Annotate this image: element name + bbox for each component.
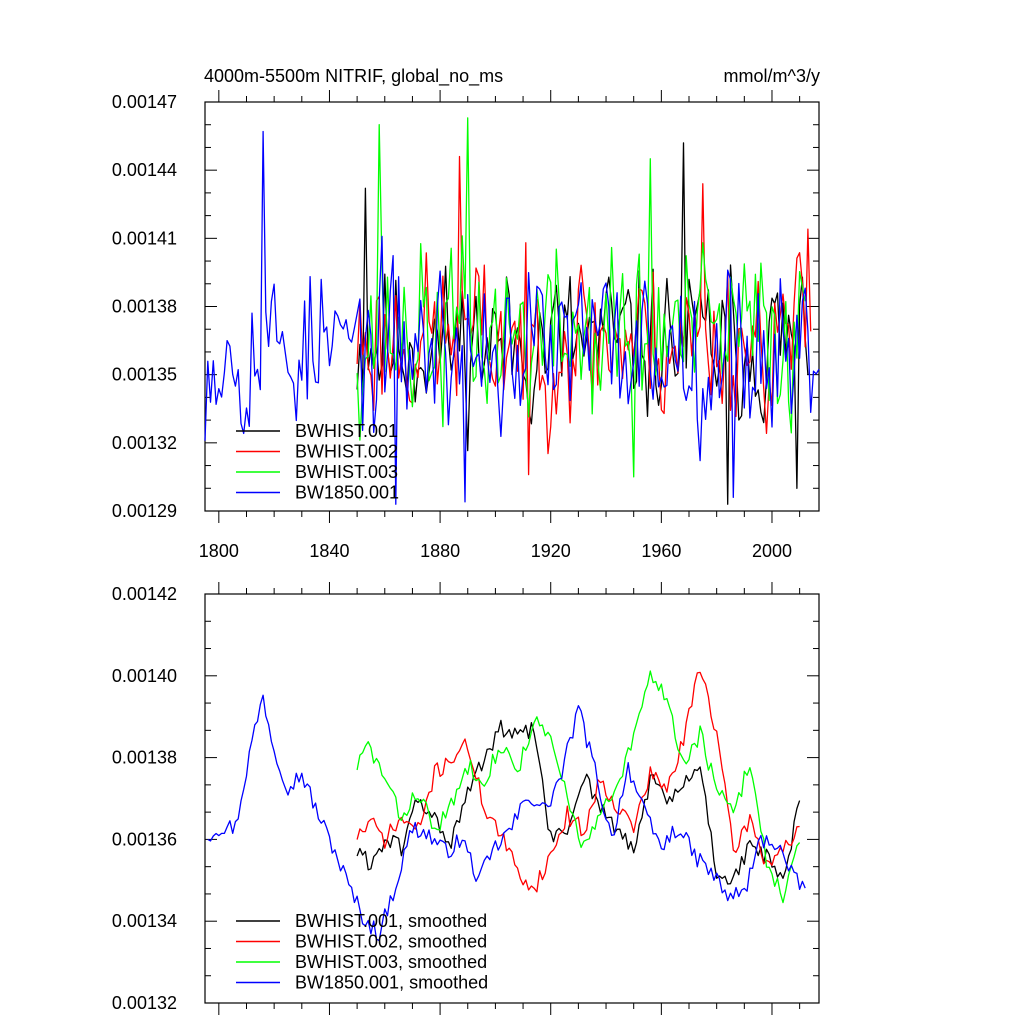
y-tick-label: 0.00141 [112,228,177,248]
y-tick-label: 0.00132 [112,433,177,453]
y-tick-label: 0.00132 [112,993,177,1013]
legend-entry: BWHIST.001 [295,421,398,441]
series-line-bw1850-001 [204,130,820,505]
legend-entry: BWHIST.002 [295,442,398,462]
y-tick-label: 0.00129 [112,501,177,521]
units-label: mmol/m^3/y [724,66,820,86]
legend-entry: BW1850.001, smoothed [295,973,488,993]
series-line-bwhist-003-smoothed [356,670,801,904]
series-line-bwhist-003 [356,117,806,478]
x-tick-label: 2000 [752,541,792,561]
y-tick-label: 0.00142 [112,584,177,604]
y-tick-label: 0.00138 [112,297,177,317]
series-line-bwhist-002-smoothed [356,671,800,893]
y-tick-label: 0.00134 [112,911,177,931]
legend-entry: BWHIST.001, smoothed [295,911,487,931]
chart-title: 4000m-5500m NITRIF, global_no_ms [204,66,503,87]
plot-frame-bottom [204,593,820,1004]
x-tick-label: 1800 [199,541,239,561]
legend-entry: BWHIST.002, smoothed [295,932,487,952]
y-tick-label: 0.00138 [112,748,177,768]
series-line-bwhist-002 [356,155,812,476]
legend-entry: BWHIST.003 [295,462,398,482]
y-tick-label: 0.00136 [112,829,177,849]
legend-entry: BW1850.001 [295,483,399,503]
x-tick-label: 1920 [531,541,571,561]
x-tick-label: 1840 [309,541,349,561]
series-line-bwhist-001-smoothed [356,719,801,885]
legend-entry: BWHIST.003, smoothed [295,952,487,972]
series-line-bw1850-001-smoothed [207,694,806,942]
y-tick-label: 0.00147 [112,92,177,112]
y-tick-label: 0.00135 [112,365,177,385]
y-tick-label: 0.00140 [112,666,177,686]
x-tick-label: 1880 [420,541,460,561]
y-tick-label: 0.00144 [112,160,177,180]
top-panel: 4000m-5500m NITRIF, global_no_ms mmol/m^… [112,66,820,561]
bottom-panel: 0.00132 0.00134 0.00136 0.00138 0.00140 0.001… [112,582,820,1015]
x-tick-label: 1960 [641,541,681,561]
